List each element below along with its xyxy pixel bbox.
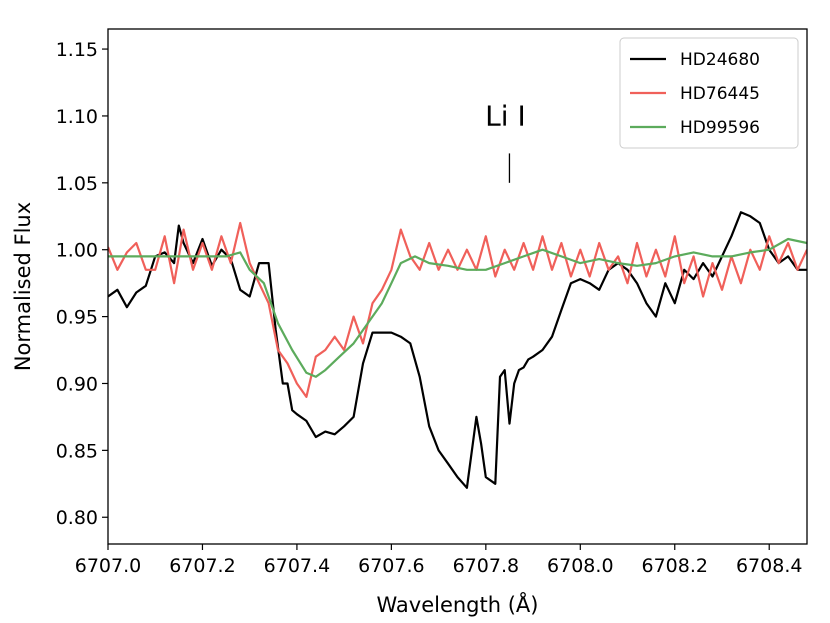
- series-layer: [108, 211, 807, 489]
- y-tick-label: 0.80: [56, 507, 98, 529]
- legend-label: HD24680: [680, 50, 760, 70]
- y-axis-label: Normalised Flux: [11, 202, 35, 371]
- legend-label: HD99596: [680, 118, 760, 138]
- y-tick-label: 1.10: [56, 106, 98, 128]
- series-line-hd76445: [108, 221, 807, 398]
- x-tick-label: 6708.4: [736, 555, 802, 577]
- y-tick-label: 1.05: [56, 173, 98, 195]
- li-annotation: Li I: [485, 99, 526, 183]
- plot-frame: [107, 28, 808, 545]
- y-tick-label: 1.00: [56, 240, 98, 262]
- x-tick-label: 6707.8: [453, 555, 519, 577]
- legend-label: HD76445: [680, 84, 760, 104]
- x-tick-label: 6707.4: [264, 555, 330, 577]
- x-tick-label: 6707.2: [169, 555, 235, 577]
- x-tick-label: 6707.0: [75, 555, 141, 577]
- x-tick-label: 6708.2: [642, 555, 708, 577]
- y-tick-label: 0.85: [56, 440, 98, 462]
- li-annotation-label: Li I: [485, 99, 526, 132]
- y-tick-label: 1.15: [56, 39, 98, 61]
- y-tick-label: 0.90: [56, 373, 98, 395]
- legend: HD24680 HD76445 HD99596: [619, 37, 799, 149]
- series-line-hd99596: [108, 237, 807, 378]
- y-tick-label: 0.95: [56, 307, 98, 329]
- x-tick-label: 6707.6: [358, 555, 424, 577]
- x-tick-label: 6708.0: [547, 555, 613, 577]
- x-axis-label: Wavelength (Å): [376, 591, 538, 617]
- axis-ticks: 6707.0 6707.2 6707.4 6707.6 6707.8 6708.0 6708…: [56, 39, 803, 577]
- legend-box: [619, 37, 799, 149]
